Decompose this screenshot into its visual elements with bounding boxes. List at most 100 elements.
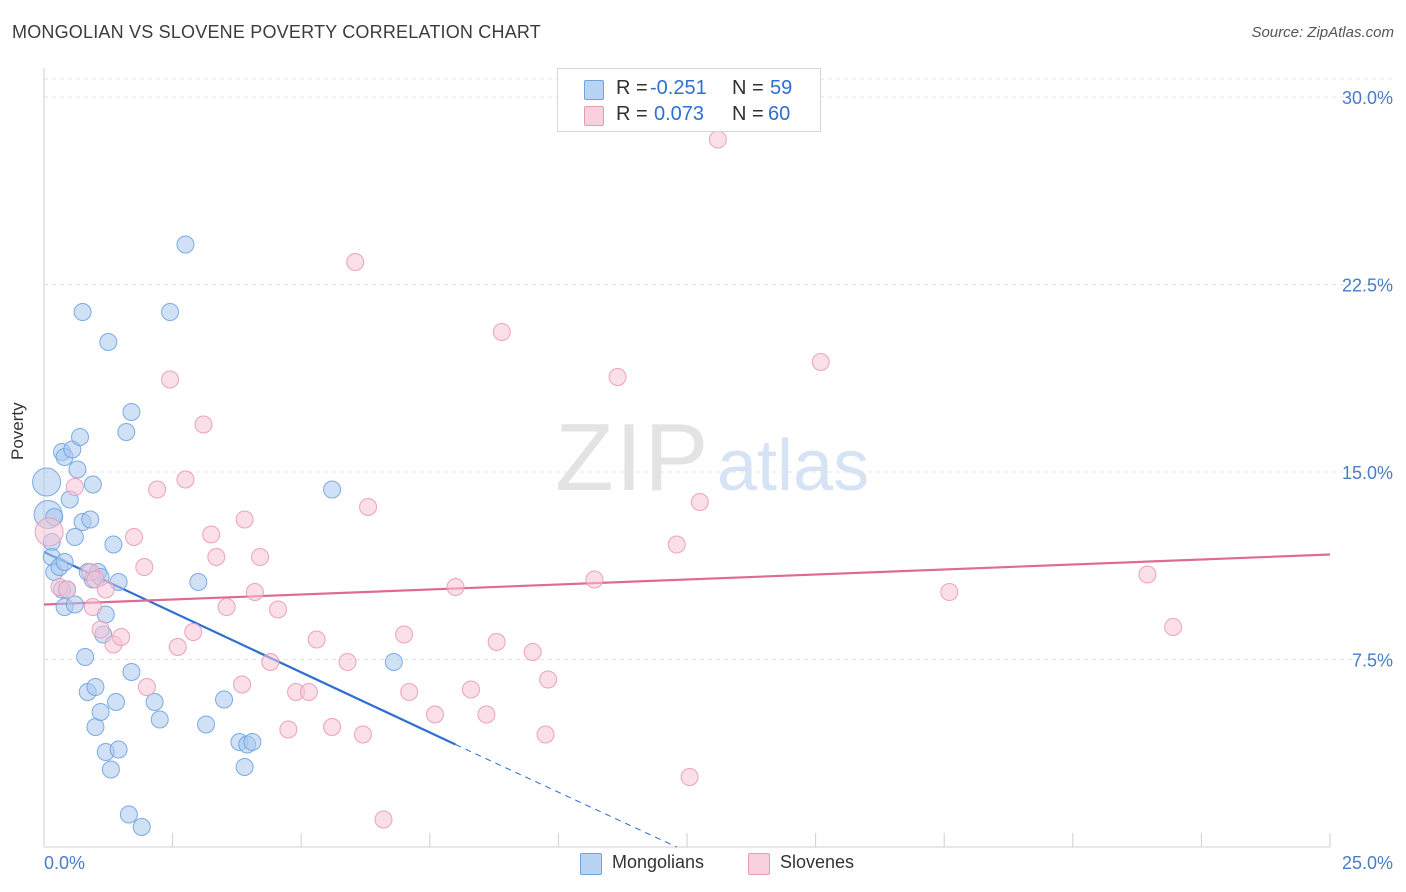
slovene-point bbox=[323, 718, 342, 736]
trend-line-mongolians-extension bbox=[455, 744, 677, 848]
slovene-point bbox=[269, 600, 288, 619]
x-tick-label: 25.0% bbox=[1342, 853, 1393, 873]
legend-swatch-slovenes bbox=[584, 106, 604, 126]
slovene-point bbox=[667, 535, 686, 554]
data-points bbox=[32, 130, 1183, 836]
slovene-point bbox=[395, 625, 414, 644]
slovene-point bbox=[194, 415, 213, 434]
slovene-point bbox=[446, 578, 465, 596]
legend-swatch-slovenes bbox=[748, 853, 770, 875]
slovene-point bbox=[176, 470, 195, 489]
slovene-point bbox=[338, 653, 357, 671]
slovene-point bbox=[536, 725, 555, 744]
slovene-point bbox=[299, 683, 318, 701]
slovene-point bbox=[608, 368, 627, 386]
mongolian-point bbox=[189, 573, 208, 591]
slovene-point bbox=[708, 130, 727, 149]
slovene-point bbox=[34, 517, 64, 547]
slovene-point bbox=[168, 638, 187, 656]
slovene-point bbox=[245, 583, 264, 601]
slovene-point bbox=[359, 498, 378, 516]
mongolian-point bbox=[323, 480, 342, 499]
slovene-point bbox=[477, 705, 496, 724]
slovene-point bbox=[137, 678, 156, 696]
watermark-zip: ZIP bbox=[555, 404, 710, 511]
mongolian-point bbox=[104, 535, 123, 554]
mongolian-point bbox=[68, 460, 87, 479]
mongolian-point bbox=[109, 740, 128, 759]
mongolian-point bbox=[32, 467, 62, 497]
axes bbox=[43, 68, 1331, 848]
legend-row-slovenes: R = 0.073 N = 60 bbox=[558, 102, 820, 128]
slovene-point bbox=[91, 620, 110, 639]
slovene-point bbox=[400, 683, 419, 701]
mongolian-point bbox=[55, 553, 74, 571]
mongolian-point bbox=[99, 333, 118, 351]
legend-n-label: N = bbox=[732, 103, 764, 125]
mongolian-point bbox=[107, 693, 126, 711]
y-axis-label: Poverty bbox=[8, 402, 27, 460]
y-tick-label: 15.0% bbox=[1342, 463, 1393, 483]
x-tick-label: 0.0% bbox=[44, 853, 85, 873]
mongolian-point bbox=[384, 653, 403, 671]
legend-row-mongolians: R = -0.251 N = 59 bbox=[558, 76, 820, 102]
slovene-point bbox=[425, 705, 444, 724]
slovene-point bbox=[307, 630, 326, 649]
mongolian-point bbox=[132, 818, 151, 836]
slovene-point bbox=[940, 583, 959, 601]
mongolian-point bbox=[122, 403, 141, 421]
slovene-point bbox=[492, 323, 511, 341]
mongolian-point bbox=[122, 663, 141, 681]
legend-n-value: 59 bbox=[770, 77, 793, 99]
legend-r-label: R = bbox=[616, 103, 648, 125]
legend-label-slovenes: Slovenes bbox=[780, 852, 855, 872]
slovene-point bbox=[346, 253, 365, 271]
legend-n-label: N = bbox=[732, 77, 764, 99]
y-tick-label: 7.5% bbox=[1352, 651, 1393, 671]
slovene-point bbox=[235, 510, 254, 529]
slovene-point bbox=[1164, 618, 1183, 636]
slovene-point bbox=[585, 570, 604, 589]
mongolian-point bbox=[235, 758, 254, 776]
mongolian-point bbox=[215, 690, 234, 709]
grid bbox=[44, 78, 1393, 660]
slovene-point bbox=[58, 580, 77, 599]
legend-n-value: 60 bbox=[768, 103, 791, 125]
slovene-point bbox=[65, 478, 84, 496]
slovene-point bbox=[251, 548, 270, 566]
slovene-point bbox=[148, 480, 167, 499]
mongolian-point bbox=[243, 733, 262, 751]
mongolian-point bbox=[71, 428, 90, 446]
slovene-point bbox=[202, 525, 221, 544]
chart-source: Source: ZipAtlas.com bbox=[1251, 24, 1394, 41]
slovene-point bbox=[233, 675, 252, 694]
chart-title: MONGOLIAN VS SLOVENE POVERTY CORRELATION… bbox=[12, 22, 541, 42]
mongolian-point bbox=[176, 235, 195, 254]
mongolian-point bbox=[150, 710, 169, 729]
trend-line-slovenes bbox=[43, 553, 1331, 606]
mongolian-point bbox=[83, 475, 102, 494]
slovene-point bbox=[680, 768, 699, 786]
mongolian-point bbox=[145, 693, 164, 711]
legend-r-label: R = bbox=[616, 77, 648, 99]
slovene-point bbox=[487, 633, 506, 651]
mongolian-point bbox=[101, 760, 120, 779]
slovene-point bbox=[96, 580, 115, 599]
watermark-atlas: atlas bbox=[717, 426, 869, 506]
slovene-point bbox=[184, 623, 203, 641]
mongolian-point bbox=[119, 805, 138, 824]
legend-label-mongolians: Mongolians bbox=[612, 852, 705, 872]
slovene-point bbox=[539, 670, 558, 689]
mongolian-point bbox=[76, 648, 95, 666]
slovene-point bbox=[690, 493, 709, 511]
slovene-point bbox=[112, 628, 131, 646]
mongolian-point bbox=[73, 303, 92, 321]
mongolian-point bbox=[81, 510, 100, 529]
tick-labels: 7.5% 15.0% 22.5% 30.0% 0.0% 25.0% bbox=[44, 88, 1393, 873]
y-tick-label: 22.5% bbox=[1342, 276, 1393, 296]
watermark: ZIP atlas bbox=[555, 404, 869, 511]
mongolian-point bbox=[197, 715, 216, 734]
slovene-point bbox=[523, 643, 542, 661]
legend-swatch-mongolians bbox=[580, 853, 602, 875]
slovene-point bbox=[207, 548, 226, 566]
